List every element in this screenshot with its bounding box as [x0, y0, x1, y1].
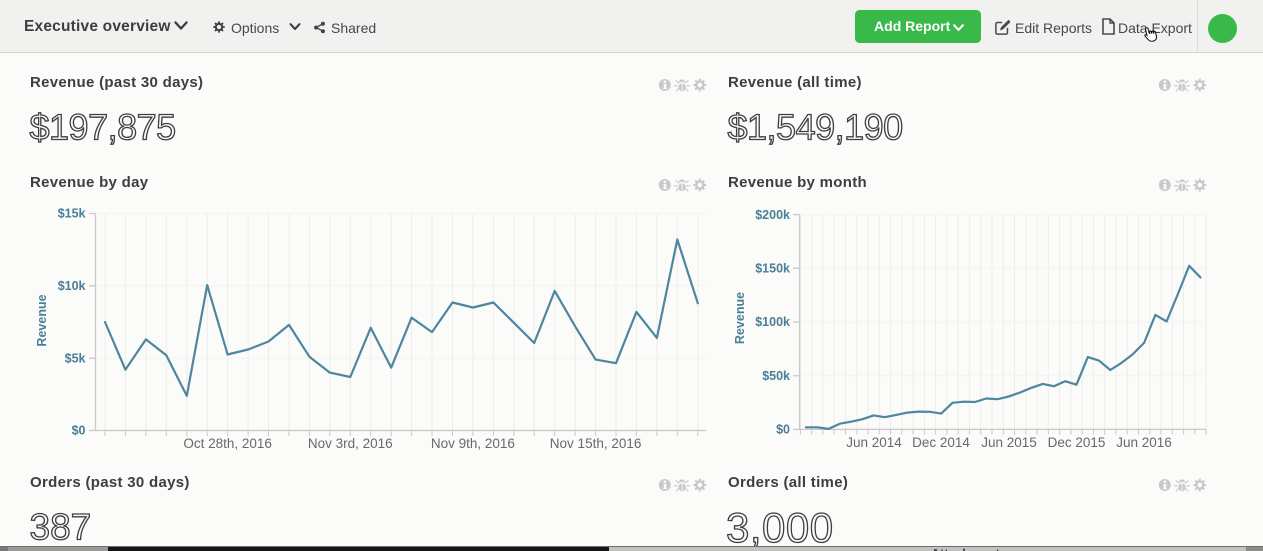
svg-text:$5k: $5k [65, 351, 86, 365]
svg-text:$197,875: $197,875 [30, 107, 176, 148]
svg-text:$1,549,190: $1,549,190 [728, 107, 903, 148]
svg-text:Nov 9th, 2016: Nov 9th, 2016 [431, 436, 515, 451]
svg-text:387: 387 [30, 507, 92, 548]
svg-text:$0: $0 [776, 423, 790, 437]
svg-text:Nov 3rd, 2016: Nov 3rd, 2016 [308, 436, 393, 451]
svg-text:Jun 2014: Jun 2014 [846, 435, 902, 450]
svg-text:$50k: $50k [762, 369, 790, 383]
svg-text:Revenue: Revenue [35, 294, 49, 346]
svg-text:$15k: $15k [58, 207, 86, 221]
svg-text:Nov 15th, 2016: Nov 15th, 2016 [550, 436, 642, 451]
svg-text:$150k: $150k [755, 262, 790, 276]
svg-text:Jun 2016: Jun 2016 [1116, 435, 1172, 450]
svg-text:$100k: $100k [755, 315, 790, 329]
svg-text:Oct 28th, 2016: Oct 28th, 2016 [183, 436, 272, 451]
svg-text:$10k: $10k [58, 279, 86, 293]
svg-text:$200k: $200k [755, 208, 790, 222]
svg-text:Dec 2015: Dec 2015 [1048, 435, 1106, 450]
svg-text:$0: $0 [72, 424, 86, 438]
svg-text:Jun 2015: Jun 2015 [981, 435, 1037, 450]
svg-text:Dec 2014: Dec 2014 [912, 435, 970, 450]
svg-text:Revenue: Revenue [733, 292, 747, 344]
svg-text:3,000: 3,000 [726, 504, 834, 551]
